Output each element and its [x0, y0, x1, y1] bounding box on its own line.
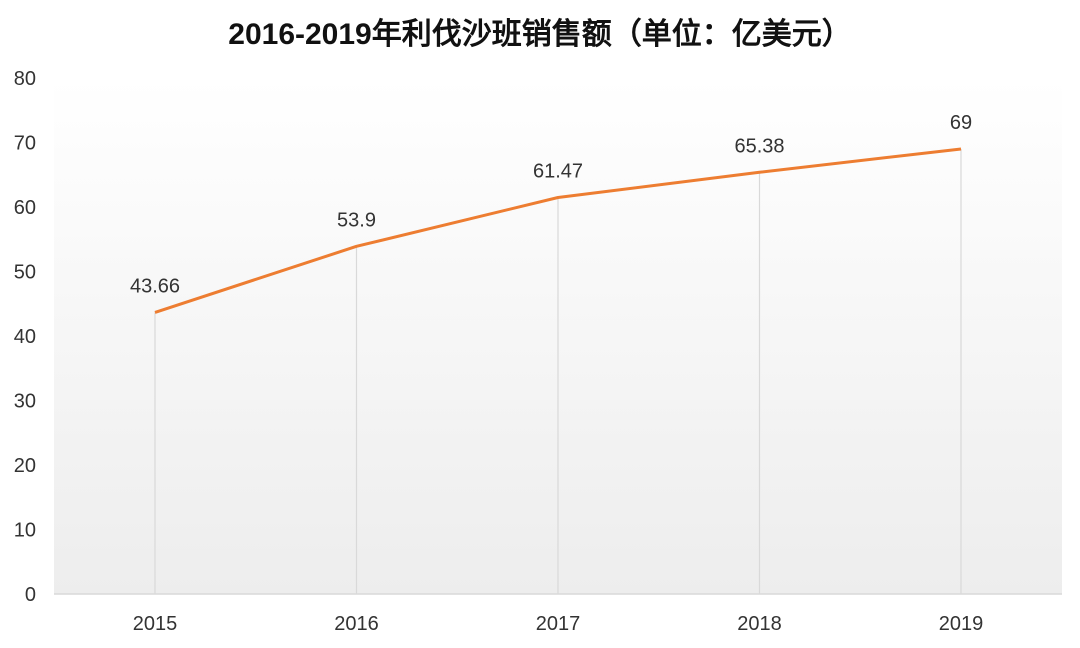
data-label: 43.66 [130, 275, 180, 297]
y-tick-label: 50 [14, 262, 36, 284]
gridlines [154, 148, 962, 594]
x-tick-label: 2015 [133, 613, 178, 635]
data-label: 53.9 [337, 209, 376, 231]
data-label: 61.47 [533, 161, 583, 183]
y-tick-label: 70 [14, 133, 36, 155]
y-tick-label: 20 [14, 455, 36, 477]
series-line [154, 147, 962, 314]
y-tick-label: 0 [25, 584, 36, 606]
data-label: 69 [950, 112, 972, 134]
x-axis: 2015 2016 2017 2018 2019 [133, 613, 984, 635]
y-axis: 0 10 20 30 40 50 60 70 80 [14, 68, 36, 606]
x-tick-label: 2017 [536, 613, 581, 635]
x-tick-label: 2018 [737, 613, 782, 635]
data-labels: 43.66 53.9 61.47 65.38 69 [130, 112, 972, 297]
chart-title: 2016-2019年利伐沙班销售额（单位：亿美元） [228, 17, 851, 51]
x-tick-label: 2016 [334, 613, 379, 635]
y-tick-label: 80 [14, 68, 36, 90]
y-tick-label: 40 [14, 326, 36, 348]
y-tick-label: 30 [14, 391, 36, 413]
y-tick-label: 10 [14, 520, 36, 542]
x-tick-label: 2019 [939, 613, 984, 635]
y-tick-label: 60 [14, 197, 36, 219]
data-label: 65.38 [734, 135, 784, 157]
